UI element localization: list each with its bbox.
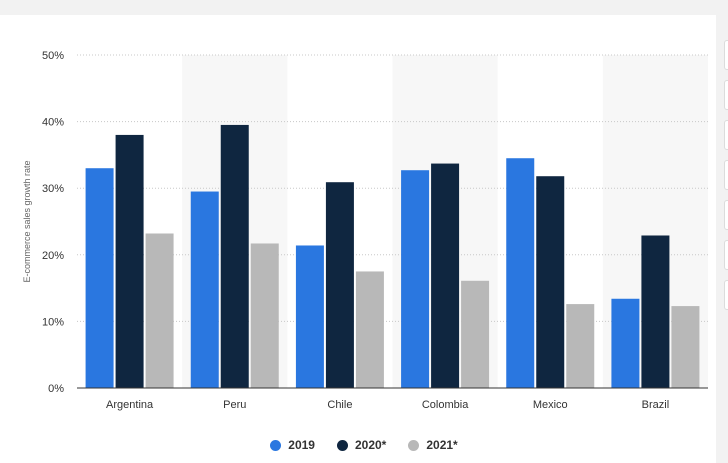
bar xyxy=(431,163,460,388)
legend-label-2019: 2019 xyxy=(288,438,315,452)
legend-swatch-2020 xyxy=(336,439,348,451)
toolbar-button[interactable] xyxy=(724,120,728,150)
x-tick-label: Argentina xyxy=(106,399,154,411)
bar xyxy=(115,134,144,388)
bar xyxy=(461,280,490,388)
y-tick-label: 40% xyxy=(42,117,64,129)
y-tick-label: 20% xyxy=(42,250,64,262)
legend: 2019 2020* 2021* xyxy=(0,435,728,455)
x-tick-label: Chile xyxy=(327,399,352,411)
bar xyxy=(145,233,174,388)
bar xyxy=(671,306,700,388)
legend-label-2021: 2021* xyxy=(426,438,458,452)
legend-item-2019[interactable]: 2019 xyxy=(270,438,315,452)
x-tick-label: Colombia xyxy=(422,399,469,411)
toolbar-button[interactable] xyxy=(724,200,728,230)
toolbar-button[interactable] xyxy=(724,160,728,190)
bar xyxy=(295,245,324,388)
bar xyxy=(220,124,249,389)
bar xyxy=(536,176,565,388)
y-axis-title: E-commerce sales growth rate xyxy=(22,160,32,282)
legend-item-2020[interactable]: 2020* xyxy=(336,438,387,452)
y-tick-label: 50% xyxy=(42,50,64,62)
bar-chart: 0% 10% 20% 30% 40% 50% E-commerce sales growth… xyxy=(22,50,708,411)
bar xyxy=(401,170,430,388)
toolbar-button[interactable] xyxy=(724,280,728,310)
x-tick-label: Mexico xyxy=(533,399,568,411)
side-toolbar xyxy=(720,20,728,330)
bar xyxy=(190,191,219,388)
legend-label-2020: 2020* xyxy=(354,438,387,452)
legend-item-2021[interactable]: 2021* xyxy=(408,438,458,452)
legend-swatch-2019 xyxy=(270,439,282,451)
x-tick-label: Brazil xyxy=(642,399,670,411)
y-tick-label: 10% xyxy=(42,316,64,328)
x-tick-label: Peru xyxy=(223,399,246,411)
bar xyxy=(85,168,114,388)
toolbar-button[interactable] xyxy=(724,40,728,70)
bar xyxy=(611,298,640,388)
y-tick-label: 0% xyxy=(48,383,64,395)
bar xyxy=(355,271,384,388)
toolbar-button[interactable] xyxy=(724,240,728,270)
y-tick-label: 30% xyxy=(42,183,64,195)
bar xyxy=(250,243,279,388)
bar xyxy=(506,158,535,388)
bar xyxy=(566,304,595,388)
legend-swatch-2021 xyxy=(408,439,420,451)
bar xyxy=(641,235,670,388)
toolbar-button[interactable] xyxy=(724,80,728,110)
bar xyxy=(325,182,354,388)
